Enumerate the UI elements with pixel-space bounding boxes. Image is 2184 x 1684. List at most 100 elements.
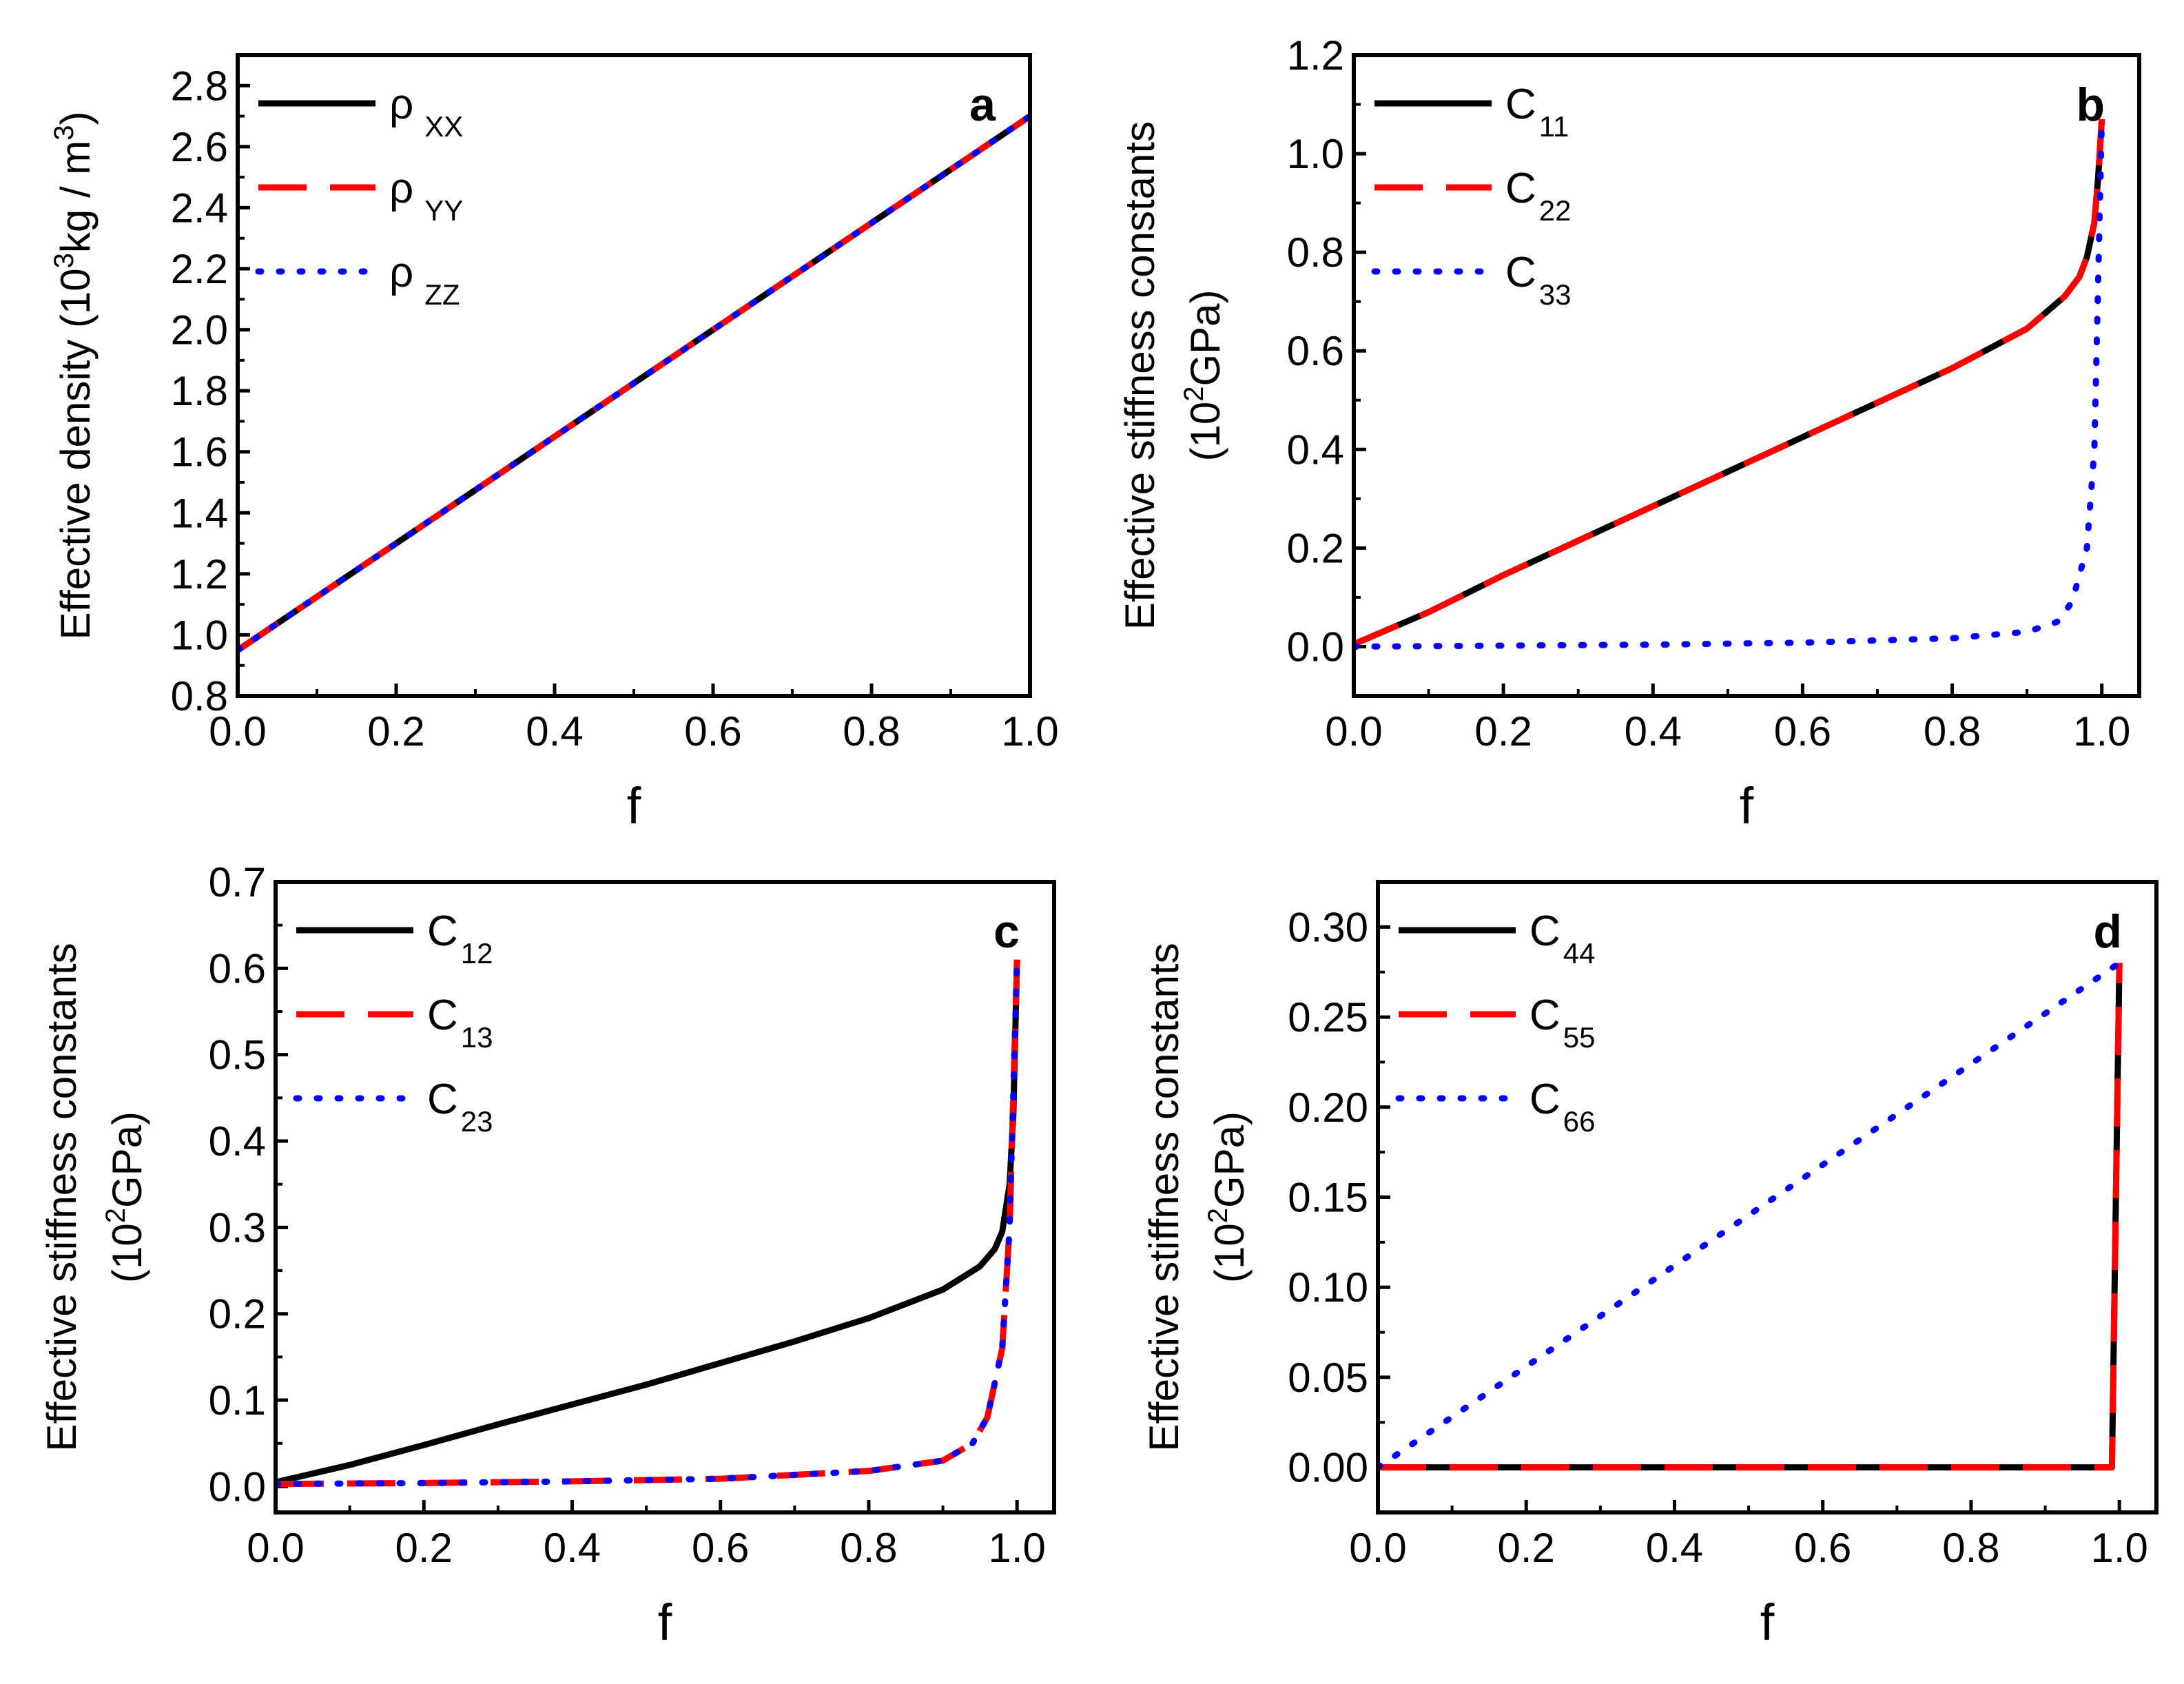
- plot-frame: [1352, 53, 2141, 698]
- y-tick-label: 0.00: [1288, 1445, 1368, 1491]
- y-axis-title-line2: (102GPa): [101, 1111, 150, 1283]
- panel-letter: a: [969, 79, 996, 131]
- y-tick-label: 0.0: [1287, 624, 1344, 670]
- y-tick-label: 2.2: [171, 246, 228, 292]
- legend-label-C23: C23: [427, 1076, 493, 1138]
- legend-label-C55: C55: [1529, 992, 1596, 1054]
- panel-b: 0.0 0.2 0.4 0.6 0.8 1.0 0.0 0.2 0.4 0.6 0.8 1.0 1.2 C…: [1117, 32, 2141, 834]
- series-line-C11: [1354, 119, 2105, 648]
- legend-label-C66: C66: [1529, 1076, 1596, 1138]
- x-axis-title: f: [1740, 777, 1754, 834]
- y-tick-label: 1.0: [1287, 131, 1344, 177]
- legend-label-C44: C44: [1529, 907, 1596, 969]
- x-tick-label: 0.6: [1794, 1525, 1851, 1571]
- x-tick-label: 0.2: [1498, 1525, 1555, 1571]
- x-tick-label: 0.0: [209, 708, 266, 754]
- y-tick-label: 1.4: [171, 490, 228, 536]
- x-tick-label: 0.2: [395, 1525, 453, 1571]
- y-tick-label: 2.4: [171, 185, 228, 231]
- x-tick-label: 0.6: [1774, 708, 1831, 754]
- x-tick-label: 0.0: [1349, 1525, 1406, 1571]
- x-axis-title: f: [1760, 1594, 1775, 1651]
- y-tick-label: 1.6: [171, 429, 228, 475]
- x-tick-label: 0.4: [526, 708, 583, 754]
- y-tick-label: 0.4: [209, 1118, 266, 1164]
- series-line-C13: [276, 959, 1020, 1488]
- x-tick-label: 0.6: [692, 1525, 749, 1571]
- legend-label-C13: C13: [427, 992, 493, 1054]
- series-line-C66: [1378, 960, 2123, 1471]
- y-tick-label: 0.3: [209, 1204, 266, 1251]
- x-tick-label: 0.4: [544, 1525, 601, 1571]
- y-tick-label: 2.8: [171, 63, 228, 109]
- x-tick-label: 1.0: [988, 1525, 1045, 1571]
- legend-label-C33: C33: [1505, 249, 1572, 311]
- y-tick-label: 0.8: [1287, 229, 1344, 276]
- x-tick-label: 1.0: [2090, 1525, 2147, 1571]
- series-line-C12: [276, 959, 1020, 1486]
- y-tick-label: 0.6: [209, 945, 266, 992]
- x-tick-label: 0.6: [684, 708, 741, 754]
- x-tick-label: 0.8: [1924, 708, 1981, 754]
- y-axis-title-line2: (102GPa): [1203, 1111, 1253, 1283]
- x-tick-label: 0.8: [843, 708, 900, 754]
- series-line-C22: [1354, 119, 2105, 648]
- x-tick-label: 0.0: [1325, 708, 1382, 754]
- x-tick-label: 0.4: [1625, 708, 1682, 754]
- y-tick-label: 0.30: [1288, 904, 1368, 950]
- y-tick-label: 0.4: [1287, 427, 1344, 473]
- series-line-C23: [276, 956, 1020, 1488]
- plot-frame: [1376, 880, 2159, 1514]
- y-tick-label: 0.15: [1288, 1175, 1368, 1221]
- panel-a: 0.0 0.2 0.4 0.6 0.8 1.0 0.8 1.0 1.2 1.4 1.6 1.8 2.0 2…: [49, 53, 1059, 834]
- legend-label-C12: C12: [427, 907, 493, 969]
- series-line-C55: [1378, 963, 2123, 1471]
- y-tick-label: 0.05: [1288, 1355, 1368, 1401]
- y-tick-label: 0.2: [1287, 525, 1344, 571]
- y-tick-label: 0.1: [209, 1377, 266, 1424]
- legend-label-C22: C22: [1505, 165, 1572, 227]
- y-tick-label: 2.6: [171, 124, 228, 170]
- y-tick-label: 0.0: [209, 1464, 266, 1510]
- y-tick-label: 0.7: [209, 859, 266, 905]
- x-tick-label: 1.0: [2073, 708, 2130, 754]
- y-tick-label: 2.0: [171, 307, 228, 353]
- y-tick-label: 0.6: [1287, 328, 1344, 374]
- series-line-C33: [1354, 116, 2105, 650]
- x-tick-label: 0.0: [247, 1525, 304, 1571]
- x-tick-label: 0.2: [367, 708, 424, 754]
- y-tick-label: 0.5: [209, 1032, 266, 1078]
- y-axis-title-line1: Effective stiffness constants: [39, 943, 85, 1451]
- panel-d: 0.0 0.2 0.4 0.6 0.8 1.0 0.00 0.05 0.10 0.15 0.20 0.…: [1141, 880, 2159, 1651]
- plot-frame: [236, 53, 1032, 698]
- y-axis-title-line1: Effective stiffness constants: [1141, 943, 1187, 1451]
- x-axis-title: f: [627, 777, 641, 834]
- panel-c: 0.0 0.2 0.4 0.6 0.8 1.0 0.0 0.1 0.2 0.3 0.4 0.5 0.6 0…: [39, 859, 1056, 1651]
- legend-label-ρYY: ρ YY: [389, 165, 463, 227]
- y-tick-label: 0.25: [1288, 994, 1368, 1040]
- y-axis-title: Effective density (103kg / m3): [49, 111, 99, 639]
- y-tick-label: 0.10: [1288, 1264, 1368, 1311]
- y-axis-title-line1: Effective stiffness constants: [1117, 121, 1163, 630]
- panel-letter: c: [993, 905, 1020, 958]
- legend-label-ρXX: ρ XX: [389, 81, 463, 143]
- series-line-ρZZ: [238, 113, 1030, 654]
- y-tick-label: 1.0: [171, 612, 228, 658]
- y-tick-label: 0.2: [209, 1291, 266, 1337]
- y-tick-label: 1.8: [171, 368, 228, 414]
- x-tick-label: 0.8: [1942, 1525, 1999, 1571]
- x-tick-label: 0.8: [840, 1525, 897, 1571]
- plot-frame: [274, 880, 1056, 1514]
- y-axis-title-line2: (102GPa): [1179, 289, 1228, 461]
- x-tick-label: 0.2: [1474, 708, 1532, 754]
- y-tick-label: 0.20: [1288, 1085, 1368, 1131]
- x-axis-title: f: [658, 1594, 672, 1651]
- legend-label-C11: C11: [1505, 81, 1569, 143]
- y-tick-label: 1.2: [1287, 32, 1344, 79]
- y-tick-label: 0.8: [171, 673, 228, 719]
- y-tick-label: 1.2: [171, 551, 228, 597]
- panel-letter: b: [2076, 79, 2105, 131]
- x-tick-label: 0.4: [1646, 1525, 1703, 1571]
- panel-letter: d: [2093, 905, 2122, 958]
